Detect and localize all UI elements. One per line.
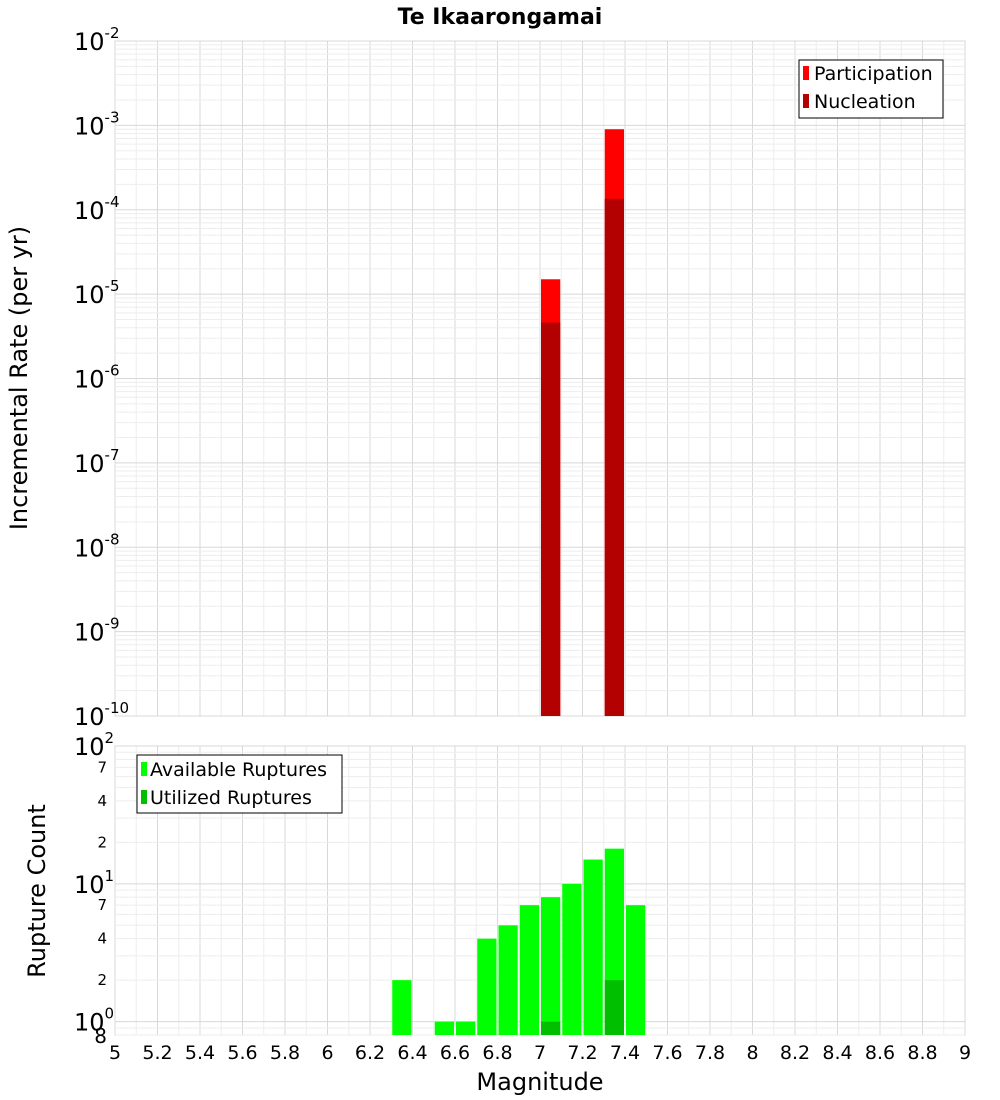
y-tick-label: 100 (74, 1005, 114, 1037)
x-tick-label: 6.2 (355, 1042, 385, 1064)
y-tick-label: 10-8 (74, 530, 120, 562)
top-bars (541, 129, 624, 717)
available-ruptures-bar (456, 1021, 476, 1035)
available-ruptures-bar (626, 905, 646, 1035)
x-tick-label: 6.6 (440, 1042, 470, 1064)
available-ruptures-bar (541, 897, 561, 1035)
legend-label-utilized: Utilized Ruptures (150, 787, 312, 809)
x-tick-label: 5.2 (142, 1042, 172, 1064)
y-tick-label: 10-3 (74, 108, 120, 140)
x-tick-label: 6.4 (397, 1042, 427, 1064)
legend-swatch-nucleation (803, 94, 809, 108)
top-legend: Participation Nucleation (798, 59, 944, 119)
x-tick-label: 8 (746, 1042, 758, 1064)
y-tick-label-minor: 8 (94, 1024, 107, 1048)
x-tick-label: 8.8 (907, 1042, 937, 1064)
available-ruptures-bar (519, 905, 539, 1035)
utilized-ruptures-bar (604, 980, 624, 1035)
x-tick-label: 6.8 (482, 1042, 512, 1064)
nucleation-bar (604, 198, 624, 717)
top-y-tick-labels: 10-2 10-3 10-4 10-5 10-6 10-7 10-8 10-9 10-10 (74, 24, 129, 731)
chart-title: Te Ikaarongamai (398, 5, 603, 30)
x-axis-label: Magnitude (476, 1068, 603, 1096)
y-tick-label: 10-4 (74, 193, 120, 225)
available-ruptures-bar (583, 859, 603, 1035)
y-tick-label-minor: 4 (97, 792, 107, 810)
top-y-axis-label: Incremental Rate (per yr) (5, 226, 33, 530)
available-ruptures-bar (434, 1021, 454, 1035)
x-tick-label: 6 (321, 1042, 333, 1064)
y-tick-label-minor: 7 (97, 758, 107, 776)
available-ruptures-bar (498, 925, 518, 1035)
available-ruptures-bar (477, 938, 497, 1035)
legend-swatch-participation (803, 66, 809, 80)
y-tick-label-minor: 2 (97, 971, 107, 989)
bottom-bars (392, 848, 646, 1035)
top-grid (114, 40, 966, 717)
x-tick-label: 5.6 (227, 1042, 257, 1064)
y-tick-label: 10-5 (74, 277, 120, 309)
x-tick-label: 8.6 (865, 1042, 895, 1064)
y-tick-label: 10-2 (74, 24, 120, 56)
bottom-y-axis-label: Rupture Count (23, 804, 51, 978)
x-tick-label: 5.4 (185, 1042, 215, 1064)
y-tick-label: 10-7 (74, 446, 120, 478)
x-tick-label: 7.6 (652, 1042, 682, 1064)
x-tick-label: 8.4 (822, 1042, 852, 1064)
utilized-ruptures-bar (541, 1021, 561, 1035)
y-tick-label: 10-9 (74, 615, 120, 647)
x-tick-label: 7.4 (610, 1042, 640, 1064)
x-tick-label: 5 (109, 1042, 121, 1064)
x-tick-label: 8.2 (780, 1042, 810, 1064)
legend-label-nucleation: Nucleation (814, 91, 916, 113)
bottom-y-tick-labels: 102 101 100 7 4 2 7 4 2 8 (74, 729, 114, 1048)
bottom-legend: Available Ruptures Utilized Ruptures (136, 754, 343, 814)
nucleation-bar (541, 322, 561, 716)
available-ruptures-bar (392, 980, 412, 1035)
x-tick-label: 9 (959, 1042, 971, 1064)
x-tick-label: 7.2 (567, 1042, 597, 1064)
y-tick-label: 10-6 (74, 362, 120, 394)
legend-label-participation: Participation (814, 63, 933, 85)
x-tick-labels: 5 5.2 5.4 5.6 5.8 6 6.2 6.4 6.6 6.8 7 7.2 7.4 7.6 7.8 8… (109, 1042, 971, 1064)
x-tick-label: 5.8 (270, 1042, 300, 1064)
available-ruptures-bar (562, 883, 582, 1035)
legend-swatch-utilized (141, 790, 147, 804)
y-tick-label-minor: 2 (97, 833, 107, 851)
y-tick-label: 101 (74, 867, 114, 899)
y-tick-label-minor: 7 (97, 896, 107, 914)
y-tick-label-minor: 4 (97, 930, 107, 948)
x-tick-label: 7 (534, 1042, 546, 1064)
y-tick-label: 10-10 (74, 699, 129, 731)
y-tick-label: 102 (74, 729, 114, 761)
x-tick-label: 7.8 (695, 1042, 725, 1064)
legend-swatch-available (141, 762, 147, 776)
legend-label-available: Available Ruptures (150, 759, 327, 781)
